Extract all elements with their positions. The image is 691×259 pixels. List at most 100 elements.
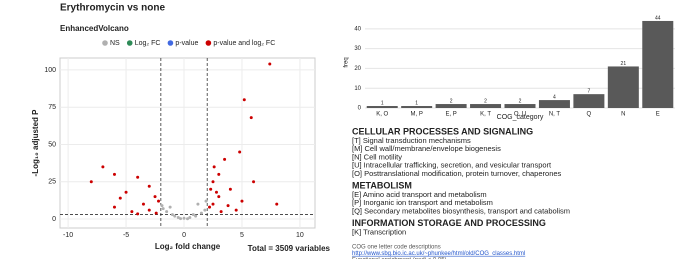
chart-subtitle: EnhancedVolcano (60, 24, 129, 33)
point (179, 217, 183, 221)
value-label: 2 (484, 98, 487, 104)
value-label: 1 (381, 100, 384, 106)
point (234, 208, 238, 212)
point (89, 180, 93, 184)
value-label: 1 (415, 100, 418, 106)
note: http://www.sbg.bio.ic.ac.uk/~phunkee/htm… (352, 251, 525, 257)
point (136, 175, 140, 179)
point (153, 195, 157, 199)
point (191, 213, 195, 217)
point (165, 210, 169, 214)
point (252, 180, 256, 184)
legend-label: p-value and log₂ FC (213, 40, 275, 47)
section-item: [M] Cell wall/membrane/envelope biogenes… (352, 144, 501, 153)
x-tick-label: 10 (296, 232, 304, 239)
value-label: 7 (587, 88, 590, 94)
y-tick-label: 25 (48, 179, 56, 186)
legend-label: NS (110, 40, 120, 47)
point (161, 207, 165, 211)
point (212, 165, 216, 169)
bar (366, 106, 398, 108)
point (130, 210, 134, 214)
section-item: [Q] Secondary metabolites biosynthesis, … (352, 206, 570, 215)
x-tick-label: -10 (63, 232, 73, 239)
section-heading: CELLULAR PROCESSES AND SIGNALING (352, 126, 533, 136)
x-tick-label: E (656, 112, 660, 118)
point (147, 184, 151, 188)
y-tick-label: 30 (354, 46, 361, 52)
value-label: 2 (450, 98, 453, 104)
x-tick-label: M, P (410, 112, 422, 118)
x-tick-label: 0 (182, 232, 186, 239)
x-axis-label: Log₂ fold change (155, 242, 221, 251)
section-item: [O] Posttranslational modification, prot… (352, 169, 562, 178)
point (170, 213, 174, 217)
section-heading: INFORMATION STORAGE AND PROCESSING (352, 218, 546, 228)
point (209, 187, 213, 191)
y-tick-label: 0 (52, 216, 56, 223)
point (160, 204, 164, 208)
point (136, 212, 140, 216)
point (211, 180, 215, 184)
point (147, 208, 151, 212)
point (199, 211, 203, 215)
point (124, 190, 128, 194)
section-item: [K] Transcription (352, 228, 406, 237)
point (228, 187, 232, 191)
point (268, 62, 272, 66)
bar (401, 106, 433, 108)
value-label: 44 (655, 15, 661, 21)
note: COG one letter code descriptions (352, 244, 441, 250)
point (204, 199, 208, 203)
point (118, 196, 122, 200)
point (203, 208, 207, 212)
plot-area (59, 57, 316, 229)
point (249, 116, 253, 120)
bar (607, 66, 639, 108)
point (176, 216, 180, 220)
point (211, 202, 215, 206)
x-tick-label: K, O (376, 112, 388, 118)
point (182, 216, 186, 220)
legend-marker (126, 40, 133, 46)
y-tick-label: 40 (354, 26, 361, 32)
point (101, 165, 105, 169)
x-tick-label: Q (587, 112, 592, 118)
legend-label: Log₂ FC (135, 40, 161, 47)
bar (538, 100, 570, 108)
point (168, 205, 172, 209)
section-item: [P] Inorganic ion transport and metaboli… (352, 198, 493, 207)
value-label: 4 (553, 94, 556, 100)
y-axis-label: -Log₁₀ adjusted P (31, 109, 40, 177)
bar (435, 104, 467, 108)
point (154, 211, 158, 215)
legend-label: p-value (175, 40, 198, 47)
value-label: 21 (621, 61, 627, 67)
x-tick-label: E, P (445, 112, 456, 118)
y-tick-label: 0 (358, 106, 362, 112)
bar (470, 104, 502, 108)
x-tick-label: N (621, 112, 625, 118)
point (208, 205, 212, 209)
legend-marker (102, 40, 108, 46)
section-item: [U] Intracellular trafficking, secretion… (352, 161, 552, 170)
point (157, 199, 161, 203)
note: Functional enrichment (padj < 0.05) (352, 257, 447, 259)
point (173, 214, 177, 218)
x-tick-label: O, U (514, 112, 526, 118)
x-tick-label: 5 (240, 232, 244, 239)
point (112, 205, 116, 209)
y-tick-label: 20 (354, 66, 361, 72)
x-tick-label: N, T (549, 112, 561, 118)
point (219, 210, 223, 214)
y-tick-label: 100 (44, 67, 56, 74)
section-item: [N] Cell motility (352, 152, 402, 161)
section-item: [E] Amino acid transport and metabolism (352, 190, 487, 199)
point (214, 190, 218, 194)
point (196, 202, 200, 206)
value-label: 2 (519, 98, 522, 104)
point (275, 202, 279, 206)
bar (573, 94, 605, 108)
point (238, 150, 242, 154)
